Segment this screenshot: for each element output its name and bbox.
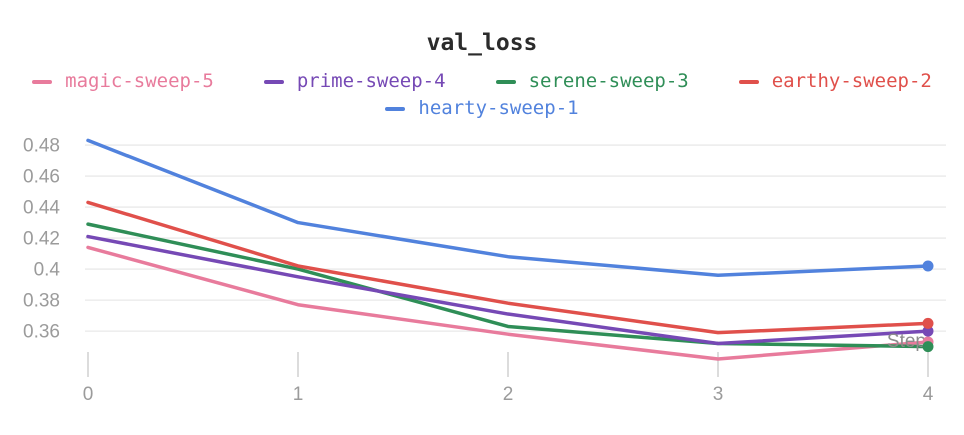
legend-row: magic-sweep-5 prime-sweep-4 serene-sweep-3… [0,68,964,95]
series-endpoint-earthy-sweep-2[interactable] [922,317,934,329]
legend-swatch [495,79,516,84]
series-endpoint-hearty-sweep-1[interactable] [922,260,934,272]
y-tick-label: 0.46 [23,167,60,188]
series-line-magic-sweep-5[interactable] [86,245,930,361]
chart-title: val_loss [426,30,538,56]
y-tick-label: 0.42 [23,229,60,250]
y-tick-label: 0.36 [23,322,60,343]
legend-label: hearty-sweep-1 [418,97,579,119]
series-endpoint-serene-sweep-3[interactable] [922,341,934,353]
x-tick-label: 2 [503,384,514,405]
legend-item-prime-sweep-4[interactable]: prime-sweep-4 [263,70,446,92]
series-line-serene-sweep-3[interactable] [86,222,930,349]
legend-swatch [738,79,759,84]
legend-item-serene-sweep-3[interactable]: serene-sweep-3 [495,70,689,92]
legend-label: earthy-sweep-2 [771,70,932,92]
legend-swatch [263,79,284,84]
legend-label: serene-sweep-3 [528,70,689,92]
series-endpoint-prime-sweep-4[interactable] [922,325,934,337]
legend-label: magic-sweep-5 [65,70,214,92]
legend-item-magic-sweep-5[interactable]: magic-sweep-5 [32,72,214,91]
y-tick-label: 0.4 [34,260,61,281]
y-tick-label: 0.48 [23,136,60,157]
y-tick-label: 0.38 [23,291,60,312]
legend-swatch [385,106,406,111]
x-tick-label: 1 [293,384,304,405]
series-line-earthy-sweep-2[interactable] [86,200,930,335]
legend-item-hearty-sweep-1[interactable]: hearty-sweep-1 [385,97,579,119]
x-tick-label: 3 [713,384,724,405]
x-tick-label: 4 [923,384,934,405]
legend: magic-sweep-5 prime-sweep-4 serene-sweep-3… [0,68,964,122]
legend-item-earthy-sweep-2[interactable]: earthy-sweep-2 [738,70,932,92]
series-line-hearty-sweep-1[interactable] [86,138,930,278]
legend-label: prime-sweep-4 [296,70,446,92]
x-tick-label: 0 [83,384,94,405]
series-line-prime-sweep-4[interactable] [86,234,930,346]
y-tick-label: 0.44 [23,198,60,219]
legend-swatch [32,79,53,84]
legend-row: hearty-sweep-1 [0,95,964,122]
